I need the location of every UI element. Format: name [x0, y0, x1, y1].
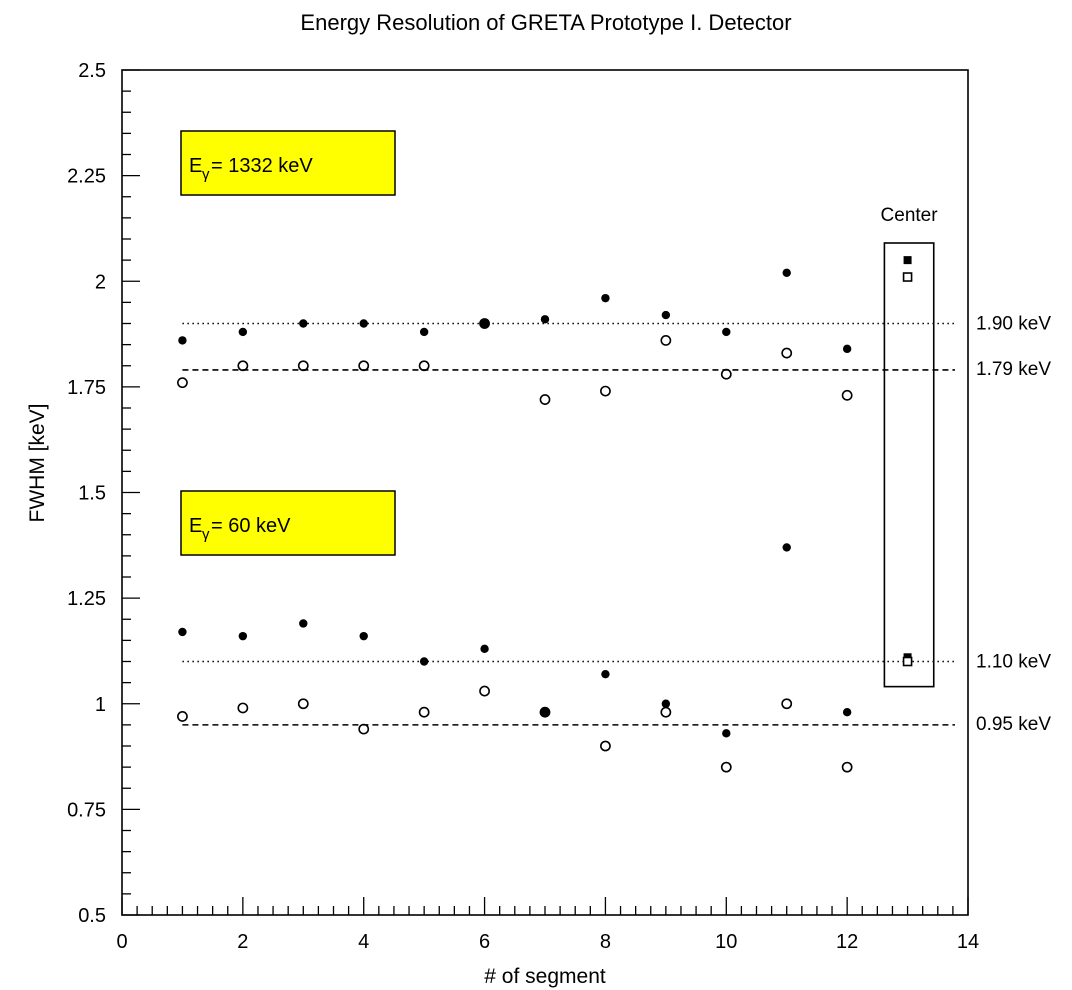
point-open-square — [902, 272, 913, 282]
point-open-circle — [418, 706, 430, 718]
point-filled-circle — [722, 327, 731, 337]
point-open-square — [902, 656, 913, 667]
x-tick-label: 6 — [479, 931, 490, 953]
point-filled-circle — [299, 319, 308, 328]
point-open-circle — [237, 702, 249, 714]
point-filled-circle — [238, 631, 248, 641]
reference-line-label: 1.79 keV — [976, 359, 1051, 380]
energy-label-box — [180, 130, 396, 196]
y-axis-label-text: FWHM [keV] — [26, 404, 49, 523]
point-open-circle — [841, 389, 853, 401]
point-open-circle — [177, 711, 188, 722]
point-open-circle — [358, 723, 370, 735]
point-filled-circle — [722, 729, 731, 738]
point-filled-circle — [480, 644, 489, 654]
point-open-circle — [600, 385, 611, 397]
x-axis-label: # of segment — [484, 965, 606, 988]
point-filled-circle — [178, 627, 187, 637]
point-open-circle — [720, 368, 732, 380]
point-open-circle — [600, 740, 611, 752]
center-region-box — [883, 242, 935, 688]
point-filled-circle — [661, 699, 671, 708]
energy-label-symbol: E — [189, 515, 202, 537]
point-filled-circle — [601, 293, 610, 303]
energy-label-box — [180, 490, 396, 556]
point-open-circle — [237, 360, 249, 372]
point-filled-circle — [419, 657, 429, 666]
reference-line-label: 0.95 keV — [976, 714, 1051, 735]
point-filled-circle — [359, 319, 368, 328]
energy-label-symbol: E — [189, 155, 202, 177]
point-filled-circle — [540, 708, 550, 717]
point-filled-circle — [601, 669, 610, 679]
point-open-circle — [479, 318, 490, 329]
point-open-circle — [781, 698, 793, 710]
energy-label-subscript: γ — [202, 166, 210, 183]
y-tick-label: 1 — [95, 694, 106, 716]
x-tick-label: 2 — [237, 931, 248, 953]
energy-label-value: = 60 keV — [211, 515, 291, 537]
point-open-circle — [539, 706, 551, 718]
y-tick-label: 2 — [95, 271, 106, 293]
reference-line-label: 1.90 keV — [976, 314, 1051, 335]
point-filled-circle — [480, 319, 489, 328]
reference-line-label: 1.10 keV — [976, 652, 1051, 673]
y-tick-label: 1.75 — [67, 377, 106, 399]
point-filled-circle — [299, 619, 308, 628]
point-open-circle — [418, 360, 430, 372]
point-open-circle — [539, 394, 551, 405]
point-open-circle — [660, 706, 672, 718]
y-tick-label: 0.5 — [78, 905, 106, 927]
point-open-circle — [660, 334, 672, 346]
y-tick-label: 1.5 — [78, 483, 106, 505]
y-axis-label: FWHM [keV] — [26, 404, 49, 523]
point-filled-circle — [419, 327, 429, 337]
point-open-circle — [781, 347, 793, 359]
x-tick-label: 12 — [836, 931, 858, 953]
reference-lines: 1.90 keV 1.79 keV 1.10 keV 0.95 keV — [182, 314, 1051, 735]
y-tick-label: 1.25 — [67, 588, 106, 610]
point-filled-circle — [782, 268, 791, 277]
point-open-circle — [841, 761, 853, 773]
x-tick-label: 10 — [715, 931, 737, 953]
x-tick-label: 14 — [957, 931, 979, 953]
point-filled-circle — [540, 315, 550, 324]
point-filled-circle — [661, 310, 671, 320]
point-filled-circle — [238, 327, 248, 337]
x-tick-label: 4 — [358, 931, 369, 953]
center-label: Center — [881, 205, 939, 226]
point-open-circle — [297, 360, 309, 372]
point-open-circle — [297, 698, 309, 710]
point-filled-circle — [842, 708, 852, 717]
point-open-circle — [720, 761, 732, 773]
point-filled-circle — [178, 336, 187, 345]
x-tick-label: 0 — [116, 931, 127, 953]
point-open-circle — [177, 377, 188, 389]
point-filled-square — [903, 256, 912, 265]
energy-label-subscript: γ — [202, 526, 210, 543]
point-filled-circle — [842, 344, 852, 354]
y-tick-label: 2.5 — [78, 60, 106, 82]
y-tick-label: 2.25 — [67, 166, 106, 188]
point-filled-circle — [782, 543, 791, 552]
chart-title: Energy Resolution of GRETA Prototype I. … — [300, 10, 791, 35]
data-marks — [177, 256, 913, 773]
point-open-circle — [479, 685, 490, 697]
axes: 0 2 4 6 8 10 12 14 0.5 0.75 1 1.25 1.5 1.75 2 2.25 2.5 — [67, 60, 979, 953]
y-tick-label: 0.75 — [67, 799, 106, 821]
point-open-circle — [358, 360, 370, 372]
energy-label-value: = 1332 keV — [211, 155, 313, 177]
x-tick-label: 8 — [600, 931, 611, 953]
point-filled-circle — [359, 631, 368, 641]
